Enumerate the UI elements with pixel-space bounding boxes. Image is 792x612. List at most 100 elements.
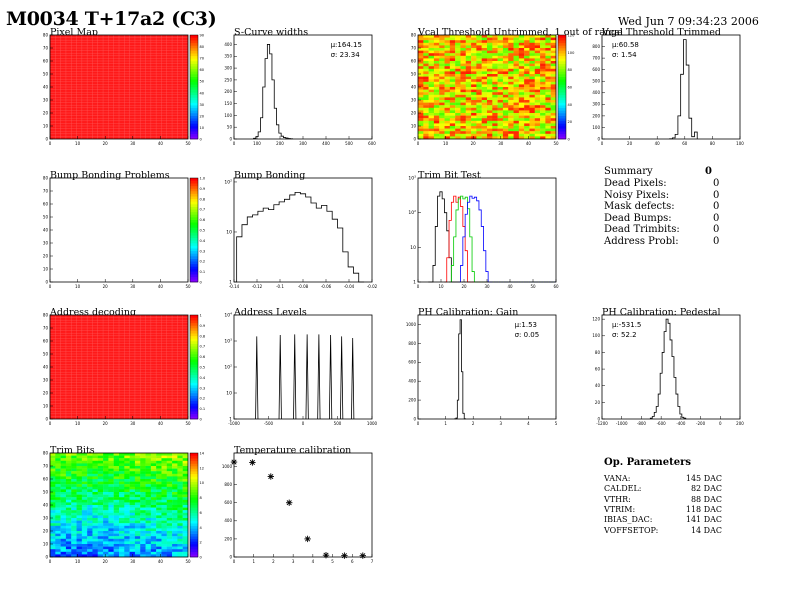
x-tick-label: 40	[158, 421, 164, 426]
y-tick-label: 50	[227, 125, 233, 130]
colorbar-tick-label: 0.5	[200, 366, 206, 370]
peak-mark	[305, 334, 309, 420]
colorbar-tick-label: 0.9	[200, 324, 206, 328]
peak-mark	[255, 336, 259, 420]
colorbar	[189, 452, 199, 558]
y-tick-label: 80	[43, 450, 49, 455]
x-tick-label: 10	[438, 284, 444, 289]
y-tick-label: 80	[43, 32, 49, 37]
colorbar-tick-label: 40	[200, 91, 205, 95]
colorbar	[189, 34, 199, 140]
colorbar-tick-label: 0	[200, 281, 203, 285]
op-params-title: Op. Parameters	[604, 457, 691, 468]
op-param-value: 14 DAC	[690, 525, 722, 535]
address-decoding-plot: 00.10.20.30.40.50.60.70.80.910 10 20 30 40 50…	[43, 312, 206, 426]
stat-sigma: σ: 23.34	[331, 51, 361, 59]
panel-title: Vcal Threshold Untrimmed, 1 out of range	[418, 27, 623, 38]
colorbar-tick-label: 20	[200, 114, 205, 118]
colorbar-tick-label: 60	[200, 68, 205, 72]
vcal-untrimmed-plot: 0 20 40 60 80 100 120 0 10 20 30 40 50 0 10 20 30 40 50 60 7…	[411, 32, 575, 146]
trim-bit-test-plot: 0 10 20 30 40 50 60 1 10 102 103	[408, 175, 559, 290]
x-tick-label: 0	[49, 284, 52, 289]
colorbar-tick-label: 0.7	[200, 208, 206, 212]
colorbar-tick-label: 0	[200, 418, 203, 422]
x-tick-label: 20	[103, 141, 109, 146]
y-tick-label: 40	[43, 502, 49, 507]
colorbar-tick-label: 4	[200, 526, 203, 530]
colorbar-tick-label: 0.3	[200, 386, 206, 390]
x-tick-label: 20	[461, 284, 467, 289]
op-param-value: 141 DAC	[685, 515, 722, 525]
x-tick-label: 50	[185, 421, 191, 426]
plot-frame	[601, 314, 741, 420]
plot-frame	[601, 34, 741, 140]
peak-mark	[293, 334, 297, 420]
x-tick-label: -800	[637, 421, 647, 426]
op-param-label: IBIAS_DAC:	[604, 515, 653, 525]
colorbar-tick-label: 80	[200, 45, 205, 49]
summary-label: Mask defects:	[604, 201, 675, 212]
x-tick-label: -500	[264, 421, 274, 426]
x-tick-label: 40	[158, 559, 164, 564]
x-tick-label: 20	[103, 421, 109, 426]
y-tick-label: 200	[224, 536, 232, 541]
x-tick-label: 30	[130, 284, 136, 289]
y-tick-label: 20	[43, 253, 49, 258]
colorbar-tick-label: 30	[200, 103, 205, 107]
x-tick-label: 3	[500, 421, 503, 426]
y-tick-label: 70	[43, 45, 49, 50]
x-tick-label: 0	[49, 559, 52, 564]
y-tick-label: 70	[43, 463, 49, 468]
y-tick-label: 200	[408, 397, 416, 402]
heatmap-grid	[50, 315, 188, 419]
colorbar-tick-label: 1	[200, 314, 202, 318]
scatter-point	[286, 499, 293, 506]
heatmap-grid	[50, 35, 188, 139]
y-tick-label: 70	[43, 325, 49, 330]
x-tick-label: 40	[526, 141, 532, 146]
y-tick-label: 40	[411, 84, 417, 89]
x-tick-label: 1000	[367, 421, 378, 426]
x-tick-label: 6	[351, 559, 354, 564]
vcal-trimmed-plot: μ:60.58 σ: 1.54 0 20 40 60 80 100 0 100 200 300 400 5…	[592, 34, 744, 146]
y-tick-label: 600	[408, 360, 416, 365]
colorbar-tick-label: 12	[200, 466, 205, 470]
y-tick-label: 102	[224, 178, 232, 185]
x-tick-label: 30	[484, 284, 490, 289]
histogram-line	[669, 39, 698, 140]
op-param-value: 88 DAC	[690, 494, 722, 504]
colorbar-tick-label: 50	[200, 80, 205, 84]
histogram-line	[649, 318, 687, 419]
y-tick-label: 30	[43, 97, 49, 102]
ph-gain-plot: μ:1.53 σ: 0.05 0 1 2 3 4 5 0 200 400 600 800 1000	[406, 314, 558, 426]
heatmap-cells	[50, 453, 189, 558]
colorbar-tick-label: 90	[200, 34, 205, 38]
x-tick-label: 0	[417, 141, 420, 146]
x-tick-label: 30	[130, 559, 136, 564]
colorbar-tick-label: 0.8	[200, 197, 206, 201]
x-tick-label: 20	[103, 559, 109, 564]
colorbar-tick-label: 14	[200, 452, 205, 456]
y-tick-label: 30	[43, 377, 49, 382]
colorbar-tick-label: 0.6	[200, 218, 206, 222]
x-tick-label: 50	[530, 284, 536, 289]
x-tick-label: 7	[371, 559, 374, 564]
colorbar-tick-label: 2	[200, 541, 202, 545]
x-tick-label: 10	[75, 421, 81, 426]
y-tick-label: 300	[224, 65, 232, 70]
y-tick-label: 20	[43, 528, 49, 533]
y-tick-label: 80	[595, 350, 601, 355]
y-tick-label: 50	[43, 71, 49, 76]
y-tick-label: 10	[411, 123, 417, 128]
trim-bits-plot: 0 2 4 6 8 10 12 14 0 10 20 30 40 50 0 10 20 30 40 50 60 70 80	[43, 450, 205, 564]
histogram-line	[253, 44, 294, 140]
panel-title: Vcal Threshold Trimmed	[602, 27, 722, 38]
address-levels-plot: -1000 -500 0 500 1000 1 10 102 103 104	[224, 312, 377, 427]
x-tick-label: 40	[507, 284, 513, 289]
y-tick-label: 30	[43, 240, 49, 245]
summary-value: 0	[713, 189, 720, 201]
x-tick-label: 30	[130, 141, 136, 146]
y-tick-label: 10	[226, 229, 232, 235]
series-line	[449, 195, 479, 283]
x-tick-label: 10	[75, 559, 81, 564]
